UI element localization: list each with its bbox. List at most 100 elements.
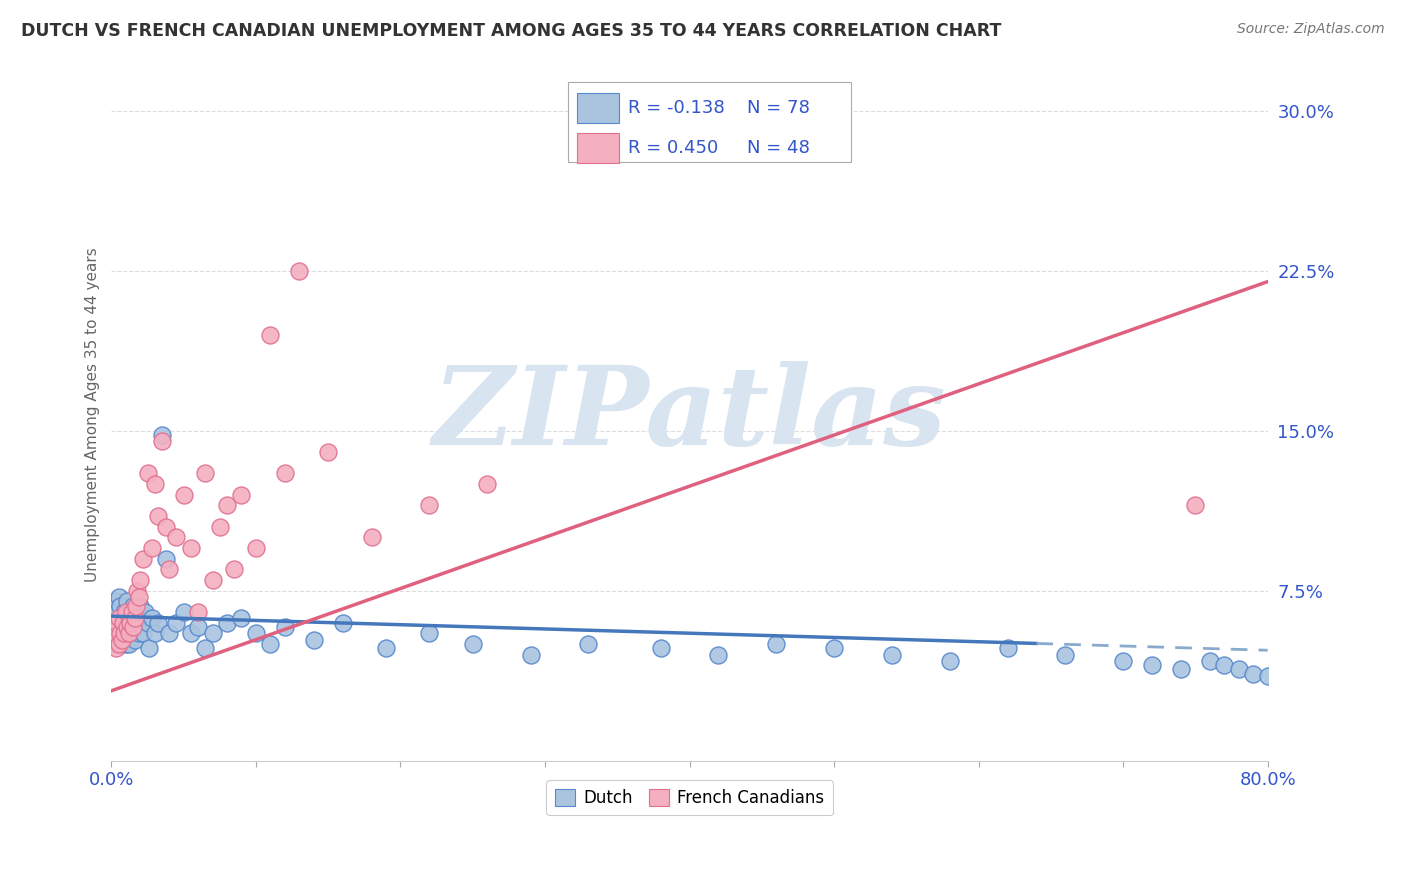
Point (132, 626, 155, 640)
Point (141, 611, 163, 625)
Point (194, 641, 217, 656)
Point (124, 611, 146, 625)
Point (173, 605, 195, 619)
Point (938, 654, 960, 668)
Point (107, 590, 129, 604)
Point (208, 519, 231, 533)
Point (120, 615, 142, 630)
Point (316, 445, 339, 459)
Point (107, 611, 129, 625)
Point (707, 648, 730, 662)
Point (103, 605, 125, 619)
Point (155, 551, 177, 566)
Point (104, 637, 127, 651)
Point (101, 615, 124, 630)
Point (121, 605, 143, 619)
Point (115, 615, 138, 630)
Point (104, 594, 127, 608)
Text: R = -0.138: R = -0.138 (628, 99, 725, 117)
Point (111, 615, 134, 630)
Point (418, 626, 440, 640)
Y-axis label: Unemployment Among Ages 35 to 44 years: Unemployment Among Ages 35 to 44 years (86, 247, 100, 582)
Point (245, 541, 267, 555)
Point (110, 632, 132, 647)
Point (274, 620, 297, 634)
Point (259, 327, 281, 342)
Point (105, 626, 128, 640)
Point (150, 434, 173, 449)
Point (146, 508, 169, 523)
Point (125, 599, 148, 613)
Point (124, 632, 146, 647)
Point (461, 637, 484, 651)
Point (134, 605, 156, 619)
Point (110, 611, 132, 625)
Point (108, 599, 131, 613)
Point (1241, 666, 1264, 681)
Point (128, 626, 150, 640)
Point (360, 530, 382, 544)
Legend: Dutch, French Canadians: Dutch, French Canadians (546, 780, 832, 815)
Point (101, 637, 124, 651)
Point (115, 637, 138, 651)
Point (224, 562, 246, 576)
Point (122, 620, 145, 634)
Point (118, 626, 141, 640)
Point (146, 615, 169, 630)
Point (332, 615, 354, 630)
Point (118, 605, 141, 619)
Point (138, 641, 160, 656)
Text: Source: ZipAtlas.com: Source: ZipAtlas.com (1237, 22, 1385, 37)
Point (122, 615, 145, 630)
Point (519, 648, 541, 662)
Point (1227, 663, 1250, 677)
Point (375, 641, 398, 656)
Point (165, 530, 187, 544)
Point (823, 641, 845, 656)
Point (105, 605, 128, 619)
Point (124, 605, 146, 619)
Point (157, 562, 180, 576)
Point (112, 626, 135, 640)
Point (143, 477, 166, 491)
Point (215, 499, 238, 513)
Point (125, 620, 148, 634)
Point (108, 626, 131, 640)
Point (157, 626, 180, 640)
Point (120, 615, 142, 630)
Point (201, 626, 224, 640)
Point (576, 637, 599, 651)
Point (880, 648, 903, 662)
Point (288, 264, 311, 278)
Point (1140, 658, 1163, 673)
Point (103, 626, 125, 640)
Point (121, 626, 143, 640)
Point (155, 519, 177, 533)
Point (127, 615, 149, 630)
Point (231, 611, 253, 625)
Point (1257, 669, 1279, 683)
Text: DUTCH VS FRENCH CANADIAN UNEMPLOYMENT AMONG AGES 35 TO 44 YEARS CORRELATION CHAR: DUTCH VS FRENCH CANADIAN UNEMPLOYMENT AM… (21, 22, 1001, 40)
Point (136, 615, 159, 630)
Point (1198, 654, 1220, 668)
Point (117, 620, 139, 634)
Text: R = 0.450: R = 0.450 (628, 139, 718, 157)
Point (111, 615, 134, 630)
Text: N = 48: N = 48 (748, 139, 810, 157)
Point (108, 626, 131, 640)
Point (1112, 654, 1135, 668)
Point (150, 428, 173, 442)
FancyBboxPatch shape (568, 82, 852, 162)
Point (1054, 648, 1077, 662)
Point (107, 637, 129, 651)
Point (765, 637, 787, 651)
Point (117, 594, 139, 608)
Point (173, 488, 195, 502)
Point (104, 641, 127, 656)
Point (1170, 663, 1192, 677)
Point (115, 605, 138, 619)
Point (201, 573, 224, 587)
FancyBboxPatch shape (578, 133, 619, 163)
Text: N = 78: N = 78 (748, 99, 810, 117)
Point (245, 626, 267, 640)
